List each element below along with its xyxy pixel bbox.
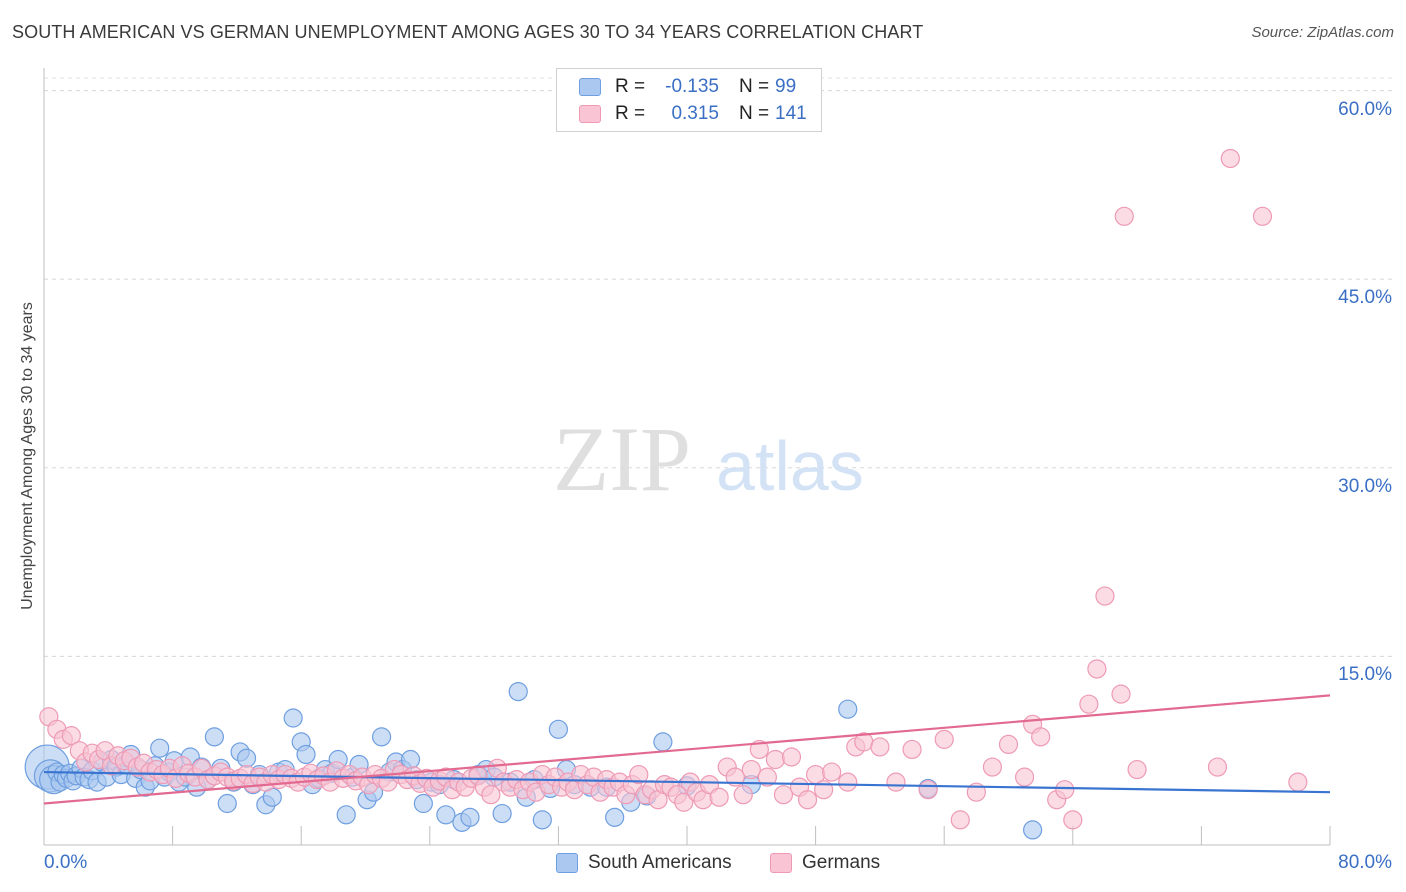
data-point bbox=[733, 785, 753, 805]
legend-label: Germans bbox=[802, 852, 881, 873]
data-point bbox=[870, 737, 890, 757]
data-point bbox=[1288, 772, 1308, 792]
data-point bbox=[413, 793, 433, 814]
data-point bbox=[1079, 694, 1099, 714]
r-label: R = bbox=[615, 103, 646, 124]
data-point bbox=[605, 807, 625, 827]
data-point bbox=[757, 767, 777, 787]
data-point bbox=[934, 729, 954, 749]
data-point bbox=[296, 744, 316, 765]
r-value: -0.135 bbox=[665, 76, 719, 97]
data-point bbox=[838, 772, 858, 792]
data-point bbox=[950, 810, 970, 830]
data-point bbox=[61, 726, 81, 746]
data-point bbox=[1220, 148, 1240, 169]
r-value: 0.315 bbox=[671, 103, 719, 124]
data-point bbox=[548, 719, 569, 739]
legend-row-south-americans: R = -0.135 N = 99 bbox=[579, 75, 796, 99]
data-point bbox=[886, 772, 906, 792]
n-label: N = bbox=[739, 103, 770, 124]
data-point bbox=[1087, 659, 1107, 679]
data-point bbox=[741, 759, 761, 780]
bottom-legend-germans[interactable]: Germans bbox=[770, 852, 880, 874]
data-point bbox=[283, 708, 303, 728]
data-point bbox=[336, 805, 356, 825]
correlation-legend: R = -0.135 N = 99 R = 0.315 N = 141 bbox=[556, 68, 822, 132]
data-point bbox=[1031, 727, 1051, 747]
chart-title: SOUTH AMERICAN VS GERMAN UNEMPLOYMENT AM… bbox=[12, 22, 924, 42]
x-tick-label-min: 0.0% bbox=[44, 852, 88, 873]
data-point bbox=[1111, 684, 1131, 704]
data-point bbox=[1252, 206, 1273, 226]
data-point bbox=[1055, 780, 1075, 800]
data-point bbox=[371, 727, 392, 747]
data-point bbox=[982, 757, 1003, 777]
n-value: 99 bbox=[775, 76, 797, 97]
data-point bbox=[838, 699, 858, 719]
source-label: Source: ZipAtlas.com bbox=[1251, 24, 1394, 41]
data-point bbox=[1114, 206, 1134, 226]
legend-swatch-pink bbox=[579, 105, 601, 123]
data-point bbox=[532, 810, 552, 830]
legend-row-germans: R = 0.315 N = 141 bbox=[579, 102, 807, 126]
n-value: 141 bbox=[775, 103, 807, 124]
y-tick-label: 15.0% bbox=[1338, 664, 1392, 686]
data-point bbox=[1063, 810, 1083, 830]
watermark-atlas: atlas bbox=[716, 427, 864, 505]
data-point bbox=[918, 780, 938, 800]
data-point bbox=[460, 807, 480, 827]
y-axis-label: Unemployment Among Ages 30 to 34 years bbox=[19, 302, 36, 610]
r-label: R = bbox=[615, 76, 646, 97]
data-point bbox=[653, 732, 673, 752]
data-point bbox=[492, 803, 512, 824]
data-point bbox=[629, 764, 649, 785]
data-point bbox=[508, 681, 528, 702]
data-point bbox=[217, 793, 237, 814]
trend-line-south-americans bbox=[43, 770, 1331, 794]
data-point bbox=[436, 805, 456, 825]
data-point bbox=[765, 749, 786, 770]
bottom-legend-south-americans[interactable]: South Americans bbox=[556, 852, 732, 874]
data-point bbox=[781, 747, 802, 767]
watermark: ZIP atlas bbox=[553, 408, 864, 510]
legend-label: South Americans bbox=[588, 852, 732, 873]
data-point bbox=[709, 787, 729, 807]
data-point bbox=[674, 792, 694, 812]
data-point bbox=[1127, 759, 1147, 780]
data-point bbox=[1023, 820, 1043, 840]
data-point bbox=[1095, 586, 1115, 606]
data-point bbox=[1014, 767, 1035, 787]
data-point bbox=[725, 767, 745, 787]
trend-lines bbox=[43, 694, 1331, 805]
legend-swatch-blue bbox=[556, 853, 578, 873]
data-point bbox=[902, 739, 922, 760]
data-point bbox=[150, 738, 170, 758]
trend-line-germans bbox=[43, 694, 1331, 805]
y-tick-label: 45.0% bbox=[1338, 287, 1392, 309]
y-tick-label: 60.0% bbox=[1338, 98, 1392, 120]
watermark-zip: ZIP bbox=[553, 408, 691, 510]
data-point bbox=[1207, 757, 1228, 777]
grid-lines bbox=[44, 77, 1392, 657]
data-point bbox=[998, 734, 1019, 755]
legend-swatch-pink bbox=[770, 853, 792, 873]
data-point bbox=[481, 785, 501, 805]
x-tick-label-max: 80.0% bbox=[1338, 852, 1392, 873]
data-point bbox=[749, 739, 769, 760]
data-point bbox=[204, 727, 224, 747]
legend-swatch-blue bbox=[579, 78, 601, 96]
y-tick-label: 30.0% bbox=[1338, 475, 1392, 497]
data-point bbox=[773, 785, 794, 805]
data-point bbox=[822, 762, 842, 782]
n-label: N = bbox=[739, 76, 770, 97]
data-point bbox=[236, 748, 257, 768]
data-point bbox=[797, 790, 818, 810]
